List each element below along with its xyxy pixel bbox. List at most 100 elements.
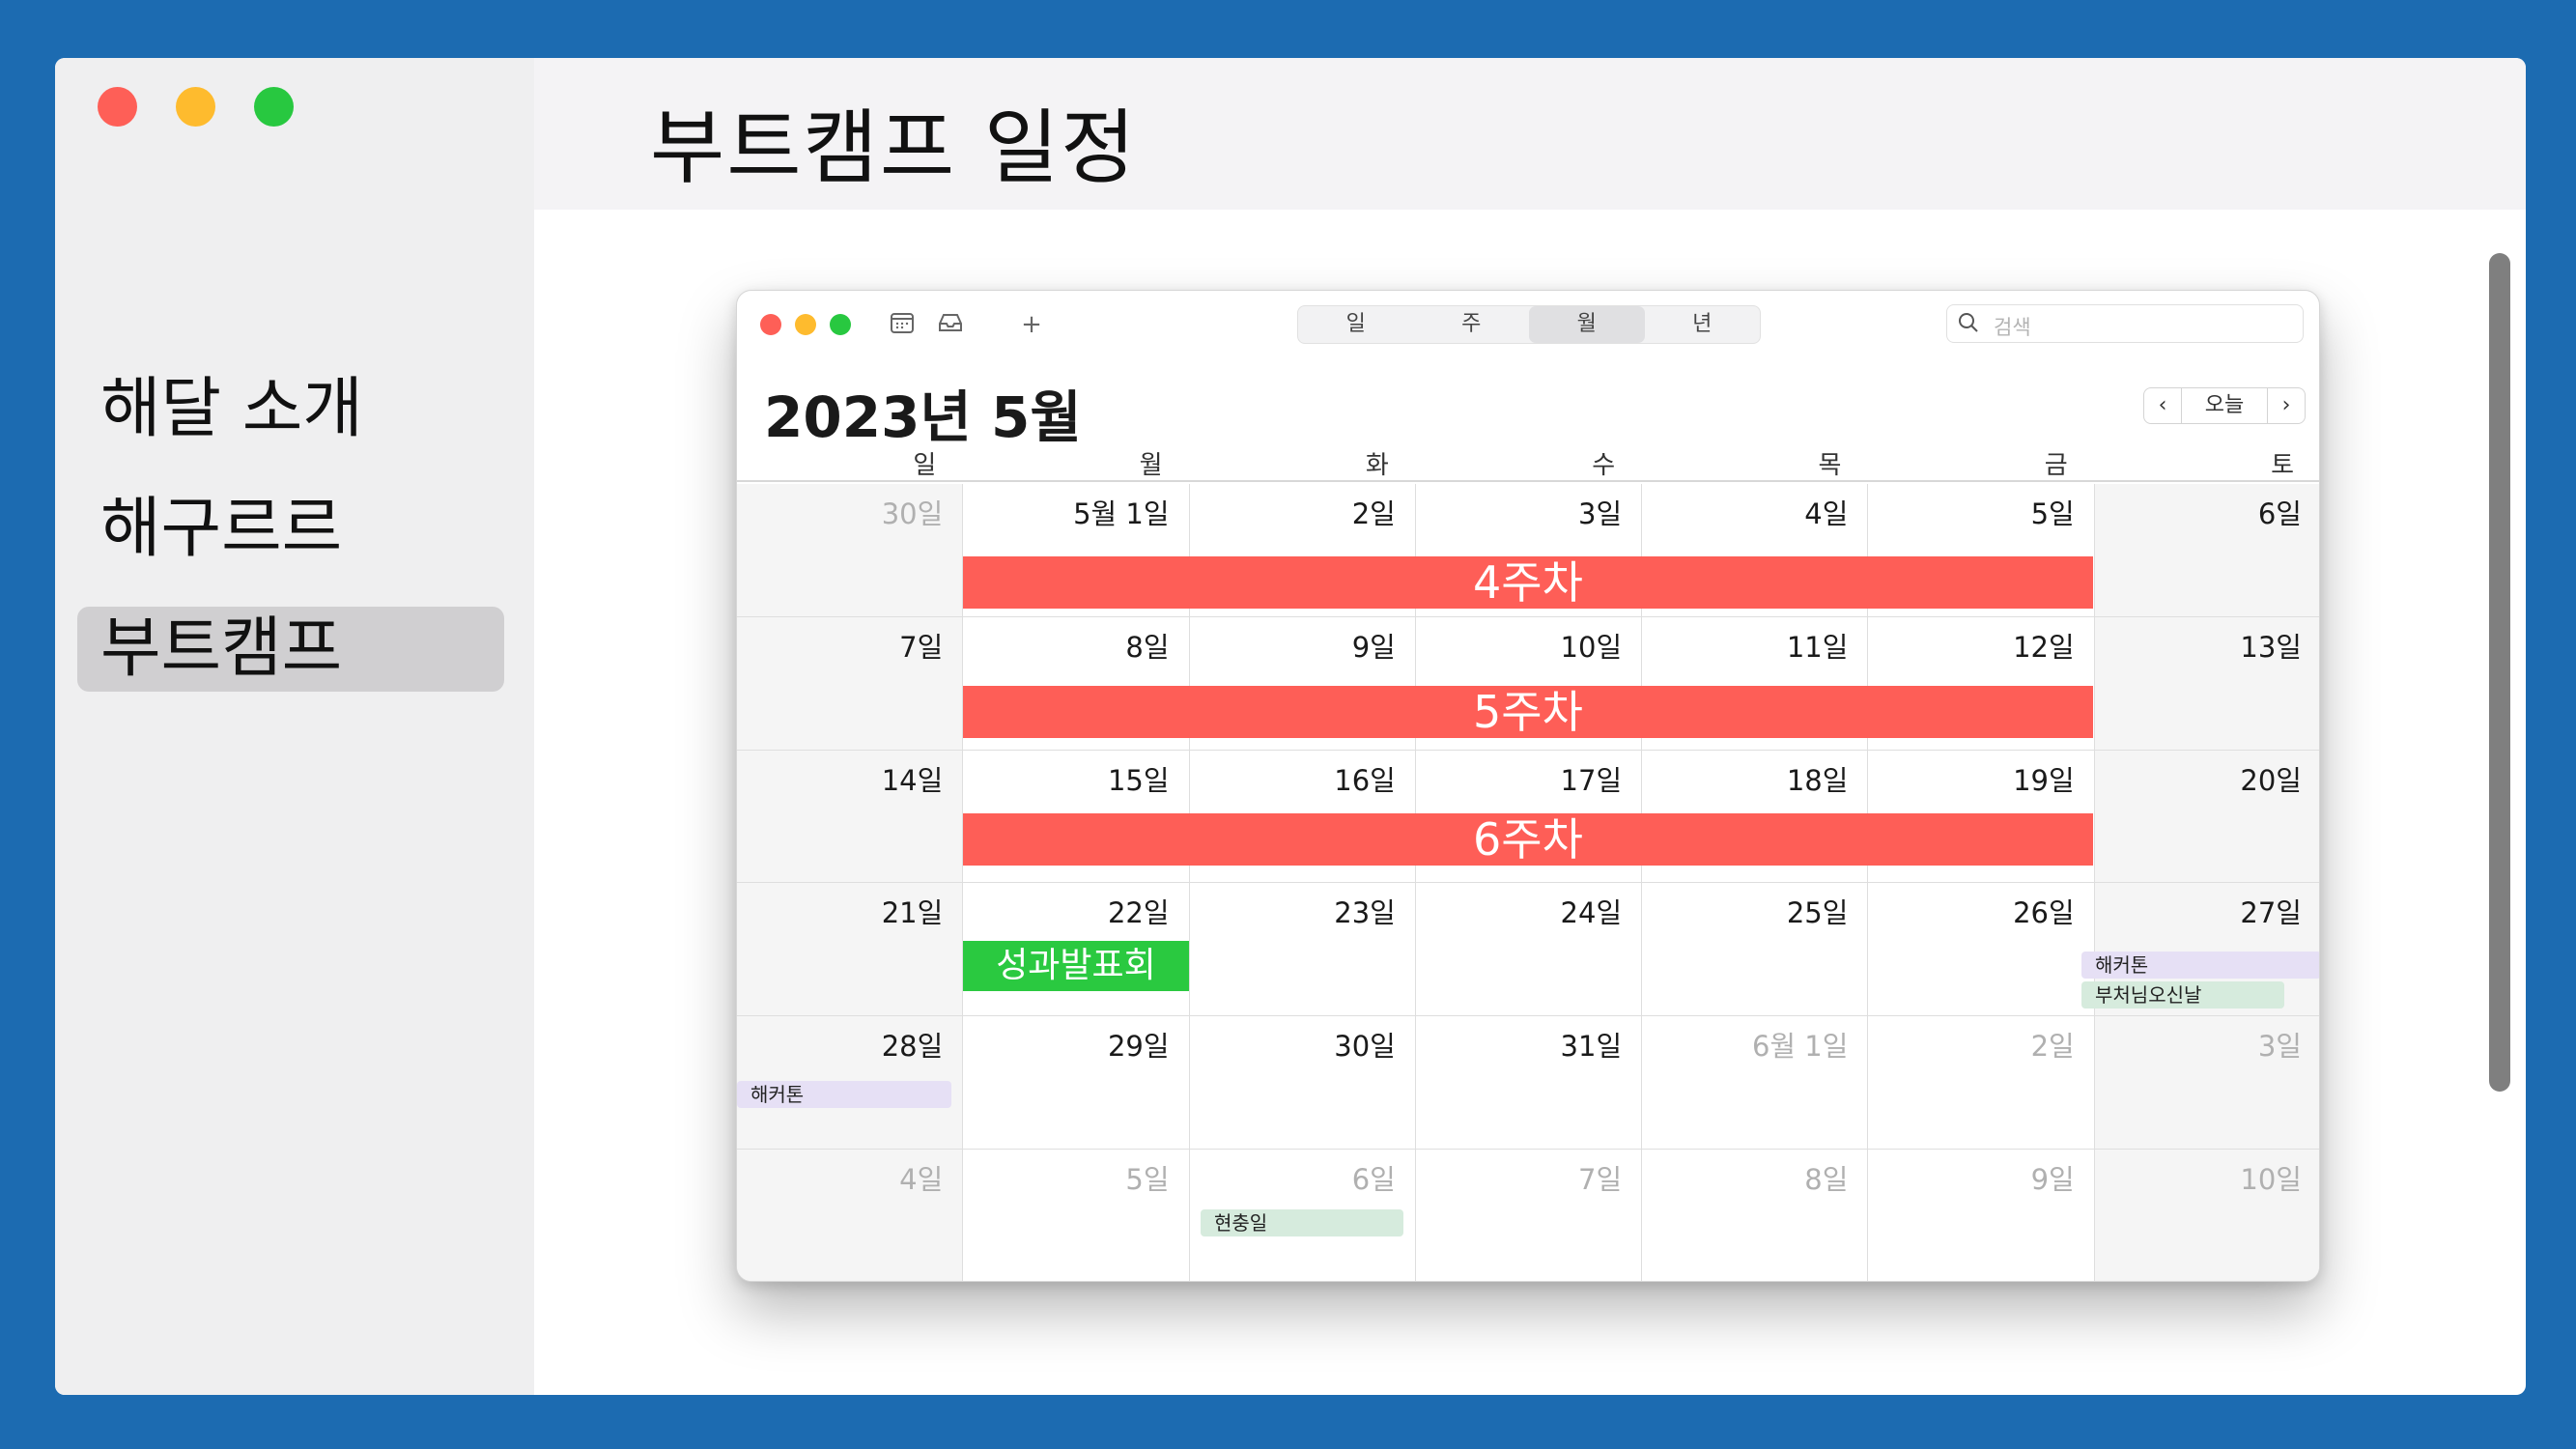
day-cell[interactable]: 2일 [1868,1016,2095,1151]
day-cell[interactable]: 30일 [737,484,964,617]
event-holiday[interactable]: 현충일 [1201,1209,1403,1236]
day-number: 14일 [881,763,944,797]
day-cell[interactable]: 2일 [1189,484,1416,617]
sidebar-item-hagururu[interactable]: 해구르르 [100,491,343,567]
event-week5[interactable]: 5주차 [963,686,2093,738]
app-window: 해달 소개 해구르르 부트캠프 부트캠프 일정 + 일 주 [55,58,2526,1395]
calendar-title: 2023년 5월 [764,384,1082,450]
day-number: 13일 [2240,630,2302,664]
day-cell[interactable]: 8일 [963,616,1190,751]
window-controls [98,87,294,127]
event-holiday[interactable]: 부처님오신날 [2081,981,2284,1009]
day-cell[interactable]: 5월 1일 [963,484,1190,617]
event-hackathon[interactable]: 해커톤 [737,1081,951,1108]
search-placeholder: 검색 [1994,316,2031,339]
day-number: 5일 [2030,497,2075,530]
day-cell[interactable]: 24일 [1415,883,1643,1017]
calendar-close-button[interactable] [760,314,781,335]
day-cell[interactable]: 6일 [2094,484,2319,617]
day-number: 4일 [899,1163,944,1197]
search-field[interactable]: 검색 [1946,304,2304,343]
calendar-list-icon[interactable] [888,310,917,339]
event-presentation[interactable]: 성과발표회 [963,941,1189,991]
tab-month[interactable]: 월 [1529,306,1645,343]
weekday-wed: 수 [1592,451,1616,480]
sidebar-item-intro[interactable]: 해달 소개 [100,371,363,447]
day-cell[interactable]: 9일 [1868,1150,2095,1281]
zoom-button[interactable] [254,87,294,127]
weekday-sat: 토 [2271,451,2294,480]
tab-day[interactable]: 일 [1345,312,1366,336]
day-cell[interactable]: 25일 [1642,883,1869,1017]
prev-month-button[interactable]: ‹ [2158,393,2167,417]
day-cell[interactable]: 3일 [1415,484,1643,617]
day-cell[interactable]: 10일 [1415,616,1643,751]
day-number: 25일 [1786,896,1849,930]
day-number: 27일 [2240,896,2302,930]
day-cell[interactable]: 7일 [737,616,964,751]
day-number: 7일 [899,630,944,664]
day-number: 19일 [2013,763,2075,797]
day-number: 22일 [1107,896,1170,930]
calendar-minimize-button[interactable] [795,314,816,335]
search-icon [1957,311,1980,340]
add-event-button[interactable]: + [1021,310,1042,339]
day-number: 21일 [881,896,944,930]
calendar-zoom-button[interactable] [830,314,851,335]
day-cell[interactable]: 4일 [1642,484,1869,617]
day-cell[interactable]: 10일 [2094,1150,2319,1281]
day-number: 15일 [1107,763,1170,797]
weekday-fri: 금 [2044,451,2068,480]
day-number: 3일 [1578,497,1623,530]
day-cell[interactable]: 8일 [1642,1150,1869,1281]
event-week4[interactable]: 4주차 [963,556,2093,609]
day-cell[interactable]: 5일 [1868,484,2095,617]
day-cell[interactable]: 30일 [1189,1016,1416,1151]
day-cell[interactable]: 19일 [1868,750,2095,884]
inbox-icon[interactable] [936,310,965,339]
sidebar-item-bootcamp[interactable]: 부트캠프 [77,607,504,692]
day-cell[interactable]: 26일 [1868,883,2095,1017]
day-cell[interactable]: 6월 1일 [1642,1016,1869,1151]
day-number: 6월 1일 [1751,1030,1849,1064]
weekday-thu: 목 [1818,451,1842,480]
day-cell[interactable]: 12일 [1868,616,2095,751]
sidebar: 해달 소개 해구르르 부트캠프 [55,58,534,1395]
minimize-button[interactable] [176,87,215,127]
day-cell[interactable]: 22일 [963,883,1190,1017]
day-number: 24일 [1560,896,1623,930]
day-cell[interactable]: 6일 [1190,1150,1416,1281]
day-number: 30일 [881,497,944,530]
day-cell[interactable]: 9일 [1189,616,1416,751]
day-cell[interactable]: 29일 [963,1016,1190,1151]
tab-week[interactable]: 주 [1461,312,1482,336]
day-cell[interactable]: 11일 [1642,616,1869,751]
scrollbar[interactable] [2489,253,2510,1092]
day-number: 3일 [2257,1030,2302,1064]
calendar-toolbar: + 일 주 월 년 검색 [737,291,2319,356]
close-button[interactable] [98,87,137,127]
day-cell[interactable]: 3일 [2094,1016,2319,1151]
day-number: 11일 [1786,630,1849,664]
day-number: 23일 [1334,896,1396,930]
day-cell[interactable]: 5일 [963,1150,1190,1281]
day-cell[interactable]: 7일 [1416,1150,1643,1281]
day-cell[interactable]: 23일 [1189,883,1416,1017]
day-number: 5일 [1125,1163,1170,1197]
day-cell[interactable]: 4일 [737,1150,964,1281]
day-number: 28일 [881,1030,944,1064]
month-navigation: ‹ 오늘 › [2143,387,2306,424]
event-hackathon[interactable]: 해커톤 [2081,952,2319,979]
day-cell[interactable]: 31일 [1415,1016,1643,1151]
day-number: 8일 [1125,630,1170,664]
day-cell[interactable]: 21일 [737,883,964,1017]
event-week6[interactable]: 6주차 [963,813,2093,866]
next-month-button[interactable]: › [2281,393,2291,417]
day-cell[interactable]: 16일 [1189,750,1416,884]
day-cell[interactable]: 14일 [737,750,964,884]
today-button[interactable]: 오늘 [2181,388,2268,423]
tab-year[interactable]: 년 [1692,312,1713,336]
day-cell[interactable]: 13일 [2094,616,2319,751]
day-cell[interactable]: 20일 [2094,750,2319,884]
day-number: 8일 [1804,1163,1849,1197]
